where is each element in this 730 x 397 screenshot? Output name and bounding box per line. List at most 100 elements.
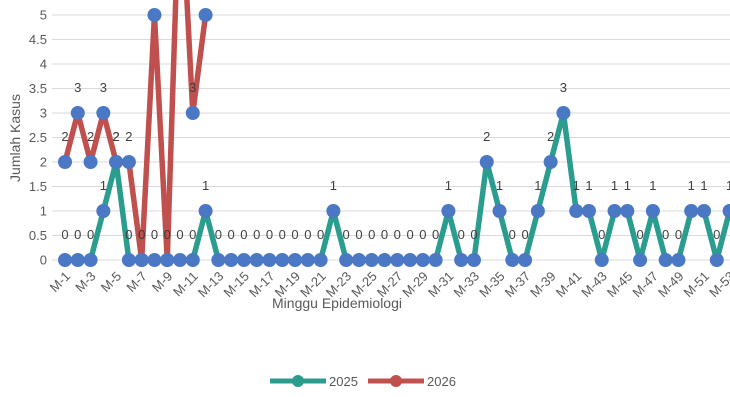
data-label-2025: 0 xyxy=(675,227,682,242)
data-point-2025 xyxy=(313,253,328,267)
data-label-2025: 2 xyxy=(113,129,120,144)
data-point-2025 xyxy=(645,204,660,218)
data-label-2025: 0 xyxy=(470,227,477,242)
x-tick-label: M-35 xyxy=(476,269,508,301)
data-point-2025 xyxy=(121,253,136,267)
data-point-2025 xyxy=(530,204,545,218)
data-point-2025 xyxy=(620,204,635,218)
data-label-2025: 0 xyxy=(317,227,324,242)
series-line-2026 xyxy=(62,0,209,263)
data-point-2025 xyxy=(543,155,558,169)
data-point-2025 xyxy=(351,253,366,267)
data-point-2026 xyxy=(109,155,124,169)
data-label-2025: 2 xyxy=(483,129,490,144)
data-point-2026 xyxy=(185,106,200,120)
data-point-2026 xyxy=(70,106,85,120)
data-label-2025: 1 xyxy=(611,178,618,193)
data-label-2025: 2 xyxy=(547,129,554,144)
data-label-2025: 1 xyxy=(688,178,695,193)
data-label-2026: 0 xyxy=(138,227,145,242)
data-label-2025: 0 xyxy=(189,227,196,242)
x-tick-label: M-29 xyxy=(399,269,431,301)
data-point-2025 xyxy=(96,204,111,218)
x-tick-label: M-7 xyxy=(123,269,149,295)
data-label-2025: 1 xyxy=(573,178,580,193)
data-label-2025: 1 xyxy=(624,178,631,193)
x-tick-label: M-13 xyxy=(195,269,227,301)
data-point-2025 xyxy=(275,253,290,267)
data-point-2025 xyxy=(697,204,711,218)
legend-item-2026: 2026 xyxy=(368,374,456,389)
x-tick-label: M-31 xyxy=(425,269,457,301)
data-label-2025: 0 xyxy=(151,227,158,242)
data-label-2025: 1 xyxy=(534,178,541,193)
data-point-2025 xyxy=(300,253,315,267)
legend-item-2025: 2025 xyxy=(270,374,358,389)
legend-label: 2025 xyxy=(329,374,358,389)
x-tick-label: M-33 xyxy=(451,269,483,301)
data-point-2025 xyxy=(224,253,239,267)
legend-swatch-marker xyxy=(292,375,304,387)
data-point-2025 xyxy=(58,253,72,267)
data-label-2025: 0 xyxy=(253,227,260,242)
data-point-2026 xyxy=(160,253,175,267)
data-label-2025: 1 xyxy=(649,178,656,193)
data-label-2025: 0 xyxy=(304,227,311,242)
data-label-2025: 0 xyxy=(394,227,401,242)
data-point-2025 xyxy=(147,253,162,267)
data-label-2025: 0 xyxy=(713,227,720,242)
data-label-2026: 2 xyxy=(61,129,68,144)
data-point-2025 xyxy=(569,204,584,218)
data-point-2026 xyxy=(134,253,149,267)
data-label-2025: 0 xyxy=(662,227,669,242)
x-tick-label: M-11 xyxy=(170,269,201,300)
x-tick-label: M-49 xyxy=(655,269,687,301)
data-label-2025: 1 xyxy=(330,178,337,193)
data-label-2026: 0 xyxy=(164,227,171,242)
data-point-2025 xyxy=(441,204,456,218)
data-label-2025: 0 xyxy=(215,227,222,242)
data-point-2025 xyxy=(211,253,226,267)
data-label-2025: 0 xyxy=(432,227,439,242)
data-point-2026 xyxy=(198,8,213,22)
data-label-2025: 1 xyxy=(445,178,452,193)
data-point-2025 xyxy=(594,253,609,267)
data-point-2025 xyxy=(198,204,213,218)
data-point-2025 xyxy=(454,253,469,267)
data-label-2025: 0 xyxy=(419,227,426,242)
data-label-2025: 0 xyxy=(458,227,465,242)
data-label-2025: 0 xyxy=(87,227,94,242)
data-point-2025 xyxy=(466,253,481,267)
y-axis-title: Jumlah Kasus xyxy=(7,94,23,182)
legend: 2025 2026 xyxy=(270,374,456,389)
y-tick-label: 1.5 xyxy=(29,179,47,194)
y-tick-label: 1 xyxy=(40,204,47,219)
data-point-2025 xyxy=(70,253,85,267)
data-label-2025: 0 xyxy=(228,227,235,242)
y-tick-label: 0 xyxy=(40,253,47,268)
data-label-2026: 2 xyxy=(113,129,120,144)
y-tick-label: 2 xyxy=(40,155,47,170)
data-label-2025: 1 xyxy=(496,178,503,193)
data-point-2026 xyxy=(121,155,136,169)
x-tick-label: M-45 xyxy=(604,269,636,301)
data-point-2026 xyxy=(96,106,111,120)
data-point-2025 xyxy=(83,253,98,267)
data-point-2025 xyxy=(633,253,648,267)
series-layer xyxy=(58,0,730,267)
data-label-2025: 0 xyxy=(355,227,362,242)
y-tick-label: 4 xyxy=(40,57,47,72)
data-label-2026: 3 xyxy=(100,80,107,95)
data-point-2026 xyxy=(83,155,98,169)
data-label-2026: 3 xyxy=(189,80,196,95)
data-label-2025: 0 xyxy=(636,227,643,242)
data-point-2025 xyxy=(428,253,443,267)
data-point-2025 xyxy=(415,253,430,267)
x-tick-label: M-3 xyxy=(72,269,98,295)
data-label-2025: 3 xyxy=(560,80,567,95)
data-label-2025: 1 xyxy=(585,178,592,193)
data-label-2025: 0 xyxy=(266,227,273,242)
data-point-2025 xyxy=(709,253,724,267)
